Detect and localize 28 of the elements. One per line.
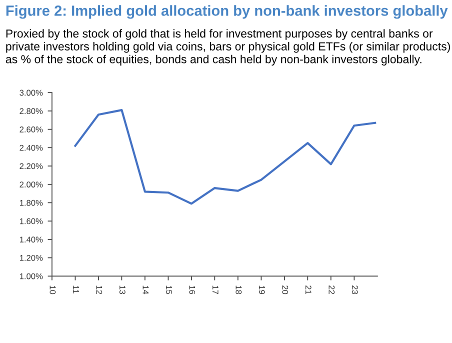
y-tick-label: 1.60%	[20, 218, 43, 224]
chart-title: Figure 2: Implied gold allocation by non-bank investors globally	[6, 5, 448, 19]
y-tick-label: 2.40%	[20, 144, 43, 151]
x-tick-label: 12	[96, 286, 102, 294]
chart-subtitle: Proxied by the stock of gold that is held for investment purposes by central banks or private investors holding gold via coins, bars or physical gold ETFs (or similar products) as % of the stock of equities, bonds and cash held by non-bank investors globally.	[6, 29, 450, 66]
x-tick-label: 11	[73, 286, 79, 294]
x-tick-label: 21	[306, 286, 312, 294]
x-tick-label: 23	[352, 286, 358, 294]
y-tick-label: 2.60%	[20, 126, 43, 132]
y-tick-label: 1.40%	[20, 236, 43, 243]
y-tick-label: 1.20%	[20, 254, 43, 261]
y-tick-label: 2.20%	[20, 163, 43, 170]
x-tick-label: 13	[119, 286, 126, 294]
x-tick-label: 19	[258, 286, 265, 294]
y-tick-label: 1.00%	[20, 273, 43, 280]
x-tick-label: 15	[166, 286, 172, 294]
y-tick-label: 2.00%	[20, 182, 43, 188]
x-tick-label: 16	[189, 286, 196, 294]
x-tick-label: 20	[282, 286, 288, 294]
x-tick-label: 10	[50, 286, 56, 294]
y-tick-label: 1.80%	[20, 200, 43, 206]
x-tick-label: 22	[328, 286, 335, 294]
x-tick-label: 17	[212, 286, 218, 294]
x-tick-label: 14	[142, 286, 149, 294]
y-tick-label: 3.00%	[20, 90, 43, 96]
x-tick-label: 18	[236, 286, 242, 294]
y-tick-label: 2.80%	[20, 108, 43, 114]
line-series	[74, 109, 376, 205]
